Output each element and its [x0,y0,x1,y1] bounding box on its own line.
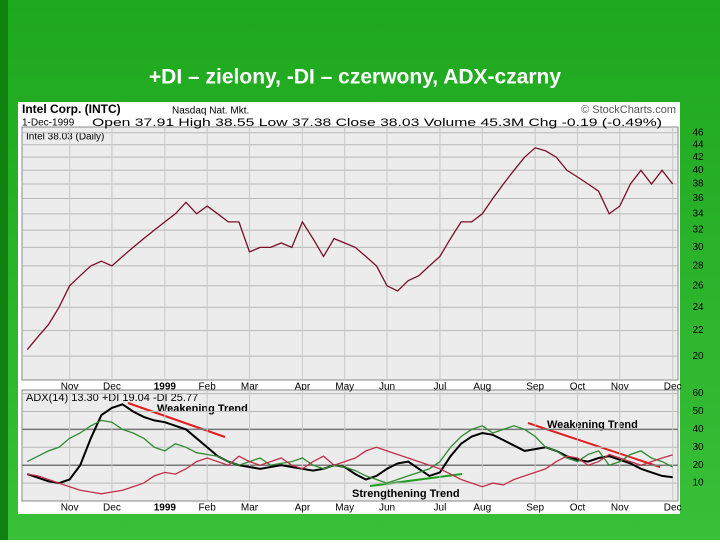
x-tick-label: Dec [664,382,682,393]
x-tick-label: Nov [61,382,79,393]
date: 1-Dec-1999 [22,118,75,129]
series-line [26,147,674,351]
series-line [27,446,673,495]
x-tick-label: Mar [241,503,259,514]
x-tick-label: May [335,382,354,393]
x-tick-label: Sep [526,382,544,393]
trend-line [527,422,661,468]
x-tick-label: Oct [570,382,586,393]
y-tick-label: 40 [692,424,704,435]
y-tick-label: 20 [692,460,704,471]
legend-value: 19.04 [122,392,150,404]
x-tick-label: Mar [241,382,259,393]
slide-title: +DI – zielony, -DI – czerwony, ADX-czarn… [149,66,561,89]
y-tick-label: 30 [692,442,704,453]
x-tick-label: Nov [611,382,629,393]
y-tick-label: 40 [692,165,704,176]
x-tick-label: Sep [526,503,544,514]
x-tick-label: Feb [199,503,217,514]
x-tick-label: May [335,503,354,514]
x-tick-label: Nov [61,503,79,514]
x-tick-label: Nov [611,503,629,514]
x-tick-label: Aug [473,503,491,514]
y-tick-label: 44 [692,139,704,150]
x-tick-label: Jul [434,382,447,393]
legend-name: -DI [153,392,168,404]
y-tick-label: 42 [692,152,704,163]
x-tick-label: Jun [379,382,395,393]
y-tick-label: 46 [692,127,704,138]
legend-name: ADX(14) [26,392,68,404]
x-tick-label: Jun [379,503,395,514]
annotation: Weakening Trend [547,419,638,431]
y-tick-label: 30 [692,242,704,253]
trend-line [369,473,463,487]
adx-legend: ADX(14) 13.30 +DI 19.04 -DI 25.77 [26,392,198,404]
legend-value: 13.30 [71,392,99,404]
annotation: Strengthening Trend [352,488,460,500]
annotation: Weakening Trend [157,403,248,415]
x-tick-label: 1999 [154,503,177,514]
y-tick-label: 24 [692,302,704,313]
y-tick-label: 32 [692,225,704,236]
adx-panel [21,389,679,502]
legend-name: +DI [102,392,119,404]
x-tick-label: Dec [664,503,682,514]
source: © StockCharts.com [581,104,676,116]
exchange: Nasdaq Nat. Mkt. [172,106,249,117]
x-tick-label: Dec [103,503,121,514]
y-tick-label: 10 [692,478,704,489]
legend-text: Intel 38.03 (Daily) [26,132,104,143]
y-tick-label: 50 [692,406,704,417]
y-tick-label: 36 [692,193,704,204]
series-line [26,403,673,485]
quote: Open 37.91 High 38.55 Low 37.38 Close 38… [92,117,662,129]
y-tick-label: 20 [692,351,704,362]
y-tick-label: 34 [692,208,704,219]
x-tick-label: Feb [199,382,217,393]
x-tick-label: Jul [434,503,447,514]
x-tick-label: Oct [570,503,586,514]
y-tick-label: 38 [692,179,704,190]
trend-line [127,402,226,438]
x-tick-label: Dec [103,382,121,393]
price-panel [21,126,679,381]
y-tick-label: 26 [692,280,704,291]
y-tick-label: 22 [692,325,704,336]
stock-title: Intel Corp. (INTC) [22,102,121,116]
x-tick-label: 1999 [154,382,177,393]
x-tick-label: Apr [295,503,311,514]
legend-value: 25.77 [171,392,199,404]
x-tick-label: Aug [473,382,491,393]
y-tick-label: 28 [692,261,704,272]
x-tick-label: Apr [295,382,311,393]
slide-edge [0,0,8,540]
y-tick-label: 60 [692,388,704,399]
